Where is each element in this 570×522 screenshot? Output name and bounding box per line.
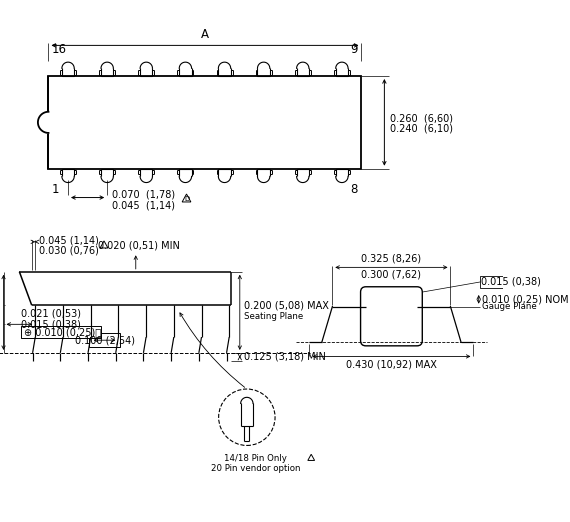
- Text: 0.100 (2,54): 0.100 (2,54): [75, 335, 135, 345]
- Text: Gauge Plane: Gauge Plane: [482, 302, 537, 311]
- Text: 0.045  (1,14): 0.045 (1,14): [112, 200, 176, 210]
- Text: 16: 16: [52, 43, 67, 56]
- Text: 0.015 (0,38): 0.015 (0,38): [481, 277, 540, 287]
- Text: 0.020 (0,51) MIN: 0.020 (0,51) MIN: [99, 240, 180, 251]
- Text: 0.260  (6,60): 0.260 (6,60): [390, 114, 453, 124]
- Text: 0.030 (0,76): 0.030 (0,76): [39, 246, 99, 256]
- Text: 0.015 (0,38): 0.015 (0,38): [21, 319, 81, 329]
- Text: 0.045 (1,14): 0.045 (1,14): [39, 235, 99, 245]
- FancyBboxPatch shape: [361, 287, 422, 346]
- Text: D: D: [184, 196, 189, 202]
- Text: 0.325 (8,26): 0.325 (8,26): [361, 254, 421, 264]
- Text: ⊕ 0.010 (0,25)ⓜ: ⊕ 0.010 (0,25)ⓜ: [24, 327, 101, 337]
- Text: 8: 8: [351, 183, 358, 196]
- Text: Seating Plane: Seating Plane: [244, 312, 303, 321]
- Text: 9: 9: [351, 43, 358, 56]
- Bar: [481, 276, 540, 288]
- Text: 0.070  (1,78): 0.070 (1,78): [112, 190, 176, 200]
- Text: A: A: [201, 28, 209, 41]
- Text: 0.430 (10,92) MAX: 0.430 (10,92) MAX: [346, 360, 437, 370]
- Text: 0.200 (5,08) MAX: 0.200 (5,08) MAX: [244, 300, 329, 310]
- Text: 20 Pin vendor option: 20 Pin vendor option: [211, 464, 300, 473]
- Bar: [89, 333, 120, 347]
- Text: 0.010 (0,25) NOM: 0.010 (0,25) NOM: [482, 294, 569, 304]
- Text: 0.240  (6,10): 0.240 (6,10): [390, 124, 453, 134]
- Text: 14/18 Pin Only: 14/18 Pin Only: [224, 454, 287, 463]
- Bar: [21, 326, 100, 338]
- Polygon shape: [38, 112, 48, 133]
- Text: 1: 1: [52, 183, 59, 196]
- Text: 0.021 (0,53): 0.021 (0,53): [21, 309, 81, 319]
- Bar: [48, 76, 361, 169]
- Text: 0.300 (7,62): 0.300 (7,62): [361, 269, 421, 279]
- Text: 0.125 (3,18) MIN: 0.125 (3,18) MIN: [244, 352, 326, 362]
